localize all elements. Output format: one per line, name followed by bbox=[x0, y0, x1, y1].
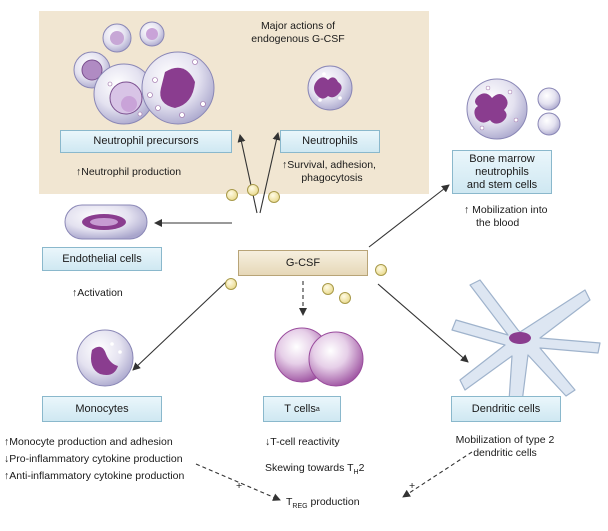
dendritic-effect-line2: dendritic cells bbox=[473, 447, 537, 459]
monocytes-effect-line3: ↑Anti-inflammatory cytokine production bbox=[4, 470, 185, 482]
arrow-to-neutrophils bbox=[259, 132, 281, 214]
arrow-to-monocytes bbox=[132, 281, 227, 371]
monocyte-cell bbox=[76, 329, 134, 387]
treg-production-text: TREG production bbox=[286, 496, 360, 513]
neutrophil-cell bbox=[307, 65, 353, 111]
gcsf-box: G-CSF bbox=[238, 250, 368, 276]
neutrophil-production-text: ↑Neutrophil production bbox=[76, 166, 182, 178]
gcsf-molecule bbox=[225, 278, 237, 290]
treg-sub: REG bbox=[292, 503, 308, 511]
th2-text-tail: 2 bbox=[358, 462, 365, 474]
t-cells-label: T cells bbox=[284, 402, 316, 415]
bone-marrow-box: Bone marrow neutrophils and stem cells bbox=[452, 150, 552, 194]
gcsf-molecules bbox=[225, 184, 387, 304]
gcsf-molecule bbox=[375, 264, 387, 276]
dendritic-effect-line1: Mobilization of type 2 bbox=[455, 434, 555, 446]
treg-tail: production bbox=[307, 496, 360, 508]
arrow-to-bone-marrow bbox=[368, 184, 450, 248]
monocytes-effect-line1: ↑Monocyte production and adhesion bbox=[4, 436, 173, 448]
gcsf-molecule bbox=[339, 292, 351, 304]
gcsf-molecule bbox=[226, 189, 238, 201]
th2-text-sub: H bbox=[353, 469, 359, 477]
arrow-to-dendritic bbox=[377, 283, 469, 363]
gcsf-molecule bbox=[268, 191, 280, 203]
bone-marrow-effect-line1: ↑ Mobilization into bbox=[464, 204, 548, 216]
endothelial-cell bbox=[64, 204, 148, 240]
plus-right: + bbox=[409, 480, 416, 492]
t-cells-box: T cells a bbox=[263, 396, 341, 422]
t-cells-footnote: a bbox=[315, 405, 320, 413]
t-cells bbox=[274, 327, 364, 387]
arrow-to-precursors bbox=[237, 134, 258, 214]
precursor-cells bbox=[73, 21, 215, 125]
neutrophil-precursors-box: Neutrophil precursors bbox=[60, 130, 232, 153]
bone-marrow-label-line3: and stem cells bbox=[466, 178, 538, 191]
treg-main: T bbox=[286, 496, 293, 508]
t-cells-effect-line1: ↓T-cell reactivity bbox=[265, 436, 340, 448]
bone-marrow-label-line2: neutrophils bbox=[475, 165, 529, 178]
gcsf-molecule bbox=[322, 283, 334, 295]
neutrophils-box: Neutrophils bbox=[280, 130, 380, 153]
th2-text-main: Skewing towards T bbox=[265, 462, 354, 474]
header-title-line1: Major actions of bbox=[260, 20, 336, 32]
bone-marrow-label-line1: Bone marrow bbox=[469, 152, 535, 165]
bone-marrow-effect-line2: the blood bbox=[476, 217, 520, 229]
arrows bbox=[132, 132, 473, 501]
dendritic-cells-box: Dendritic cells bbox=[451, 396, 561, 422]
monocytes-box: Monocytes bbox=[42, 396, 162, 422]
endothelial-cells-box: Endothelial cells bbox=[42, 247, 162, 271]
header-title-line2: endogenous G-CSF bbox=[251, 33, 345, 45]
neutrophils-effect-line1: ↑Survival, adhesion, bbox=[282, 159, 376, 171]
neutrophils-effect-line2: phagocytosis bbox=[301, 172, 363, 184]
monocytes-effect-line2: ↓Pro-inflammatory cytokine production bbox=[4, 453, 183, 465]
endothelial-effect: ↑Activation bbox=[72, 287, 123, 299]
arrow-monocytes-to-treg bbox=[195, 463, 281, 501]
plus-left: + bbox=[236, 480, 243, 492]
gcsf-molecule bbox=[247, 184, 259, 196]
t-cells-effect-line2: Skewing towards TH2 bbox=[265, 462, 364, 479]
bone-marrow-cells bbox=[466, 78, 561, 140]
